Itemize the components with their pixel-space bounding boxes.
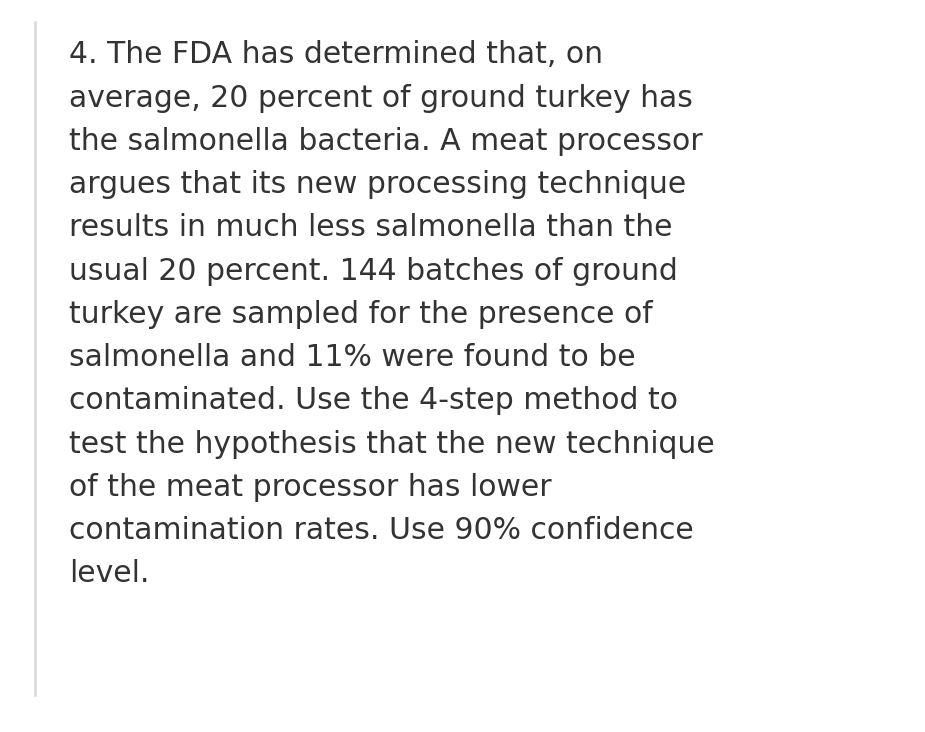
Text: 4. The FDA has determined that, on
average, 20 percent of ground turkey has
the : 4. The FDA has determined that, on avera… [69,40,715,589]
